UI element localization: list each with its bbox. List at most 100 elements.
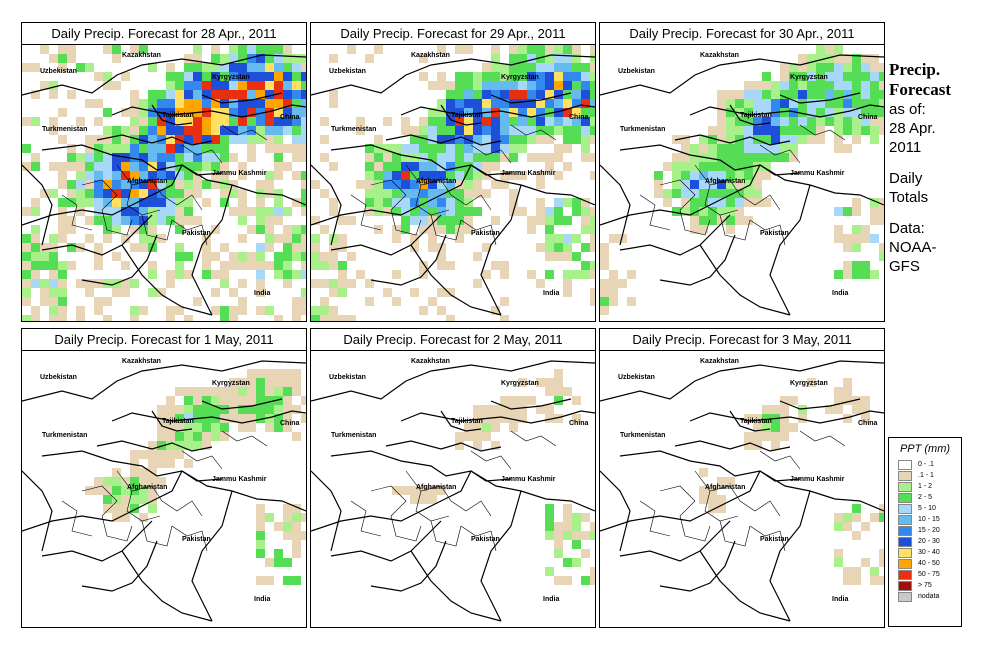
country-label-jammu-kashmir: Jammu Kashmir [212, 476, 267, 483]
precip-cell [49, 234, 58, 243]
country-label-afghanistan: Afghanistan [127, 178, 167, 185]
precip-cell [202, 414, 211, 423]
country-border [779, 398, 861, 410]
map-svg: KazakhstanUzbekistanKyrgyzstanTajikistan… [600, 45, 884, 316]
country-label-india: India [254, 290, 270, 297]
precip-cell [301, 414, 306, 423]
precip-cell [58, 54, 67, 63]
precip-cell [265, 216, 274, 225]
precip-cell [654, 189, 663, 198]
precip-cell [220, 108, 229, 117]
country-label-uzbekistan: Uzbekistan [618, 68, 655, 75]
precip-cell [247, 90, 256, 99]
precip-cell [220, 243, 229, 252]
precip-cell [816, 108, 825, 117]
precip-cell [590, 261, 595, 270]
country-border [699, 550, 791, 622]
precip-cell [437, 252, 446, 261]
precip-cell [536, 180, 545, 189]
precip-cell [202, 162, 211, 171]
precip-cell [193, 396, 202, 405]
country-label-kazakhstan: Kazakhstan [122, 52, 161, 59]
precip-cell [509, 144, 518, 153]
precip-cell [581, 117, 590, 126]
legend-label: .1 - 1 [918, 472, 934, 479]
precip-cell [256, 54, 265, 63]
precip-cell [211, 396, 220, 405]
precip-cell [825, 405, 834, 414]
precip-cell [292, 72, 301, 81]
precip-cell [852, 576, 861, 585]
country-label-kyrgyzstan: Kyrgyzstan [501, 74, 539, 81]
precip-cell [428, 153, 437, 162]
precip-cell [274, 63, 283, 72]
precip-cell [193, 135, 202, 144]
precip-cell [491, 117, 500, 126]
precip-cell [455, 198, 464, 207]
precip-cell [699, 495, 708, 504]
precip-cell [455, 225, 464, 234]
precip-cell [428, 495, 437, 504]
precip-cell [572, 252, 581, 261]
district-boundary [171, 219, 208, 246]
district-boundary [171, 525, 208, 552]
country-border [311, 164, 472, 226]
country-border [121, 244, 213, 316]
precip-cell [717, 90, 726, 99]
precip-cell [843, 522, 852, 531]
precip-cell [211, 414, 220, 423]
precip-cell [103, 144, 112, 153]
precip-cell [383, 180, 392, 189]
country-label-india: India [543, 596, 559, 603]
precip-cell [202, 243, 211, 252]
precip-cell [175, 81, 184, 90]
precip-cell [572, 54, 581, 63]
precip-cell [94, 99, 103, 108]
precip-cell [94, 297, 103, 306]
precip-cell [609, 270, 618, 279]
precip-cell [283, 252, 292, 261]
precip-cell [238, 396, 247, 405]
precip-cell [816, 135, 825, 144]
precip-cell [184, 207, 193, 216]
precip-cell [274, 108, 283, 117]
country-label-turkmenistan: Turkmenistan [620, 126, 665, 133]
precip-cell [852, 135, 861, 144]
precip-cell [58, 297, 67, 306]
precip-cell [247, 117, 256, 126]
precip-cell [500, 72, 509, 81]
precip-cell [130, 144, 139, 153]
precip-cell [392, 153, 401, 162]
country-border [674, 134, 791, 146]
precip-cell [581, 99, 590, 108]
precip-cell [238, 207, 247, 216]
precip-cell [843, 414, 852, 423]
precip-cell [58, 45, 67, 54]
precip-cell [509, 99, 518, 108]
precip-cell [825, 99, 834, 108]
precip-cell [554, 108, 563, 117]
precip-cell [852, 225, 861, 234]
precip-cell [211, 153, 220, 162]
precip-cell [744, 153, 753, 162]
precip-cell [283, 54, 292, 63]
precip-cell [789, 135, 798, 144]
country-border [41, 520, 153, 562]
precip-cell [744, 90, 753, 99]
precip-cell [428, 189, 437, 198]
precip-cell [482, 162, 491, 171]
precip-cell [843, 261, 852, 270]
country-border [480, 184, 522, 316]
precip-cell [581, 198, 590, 207]
precip-cell [708, 135, 717, 144]
precip-cell [798, 135, 807, 144]
precip-cell [545, 504, 554, 513]
precip-cell [861, 270, 870, 279]
precip-cell [184, 180, 193, 189]
precip-cell [121, 495, 130, 504]
precip-cell [139, 468, 148, 477]
precip-cell [717, 117, 726, 126]
country-border [385, 440, 502, 452]
precip-cell [879, 126, 884, 135]
precip-cell [301, 396, 306, 405]
